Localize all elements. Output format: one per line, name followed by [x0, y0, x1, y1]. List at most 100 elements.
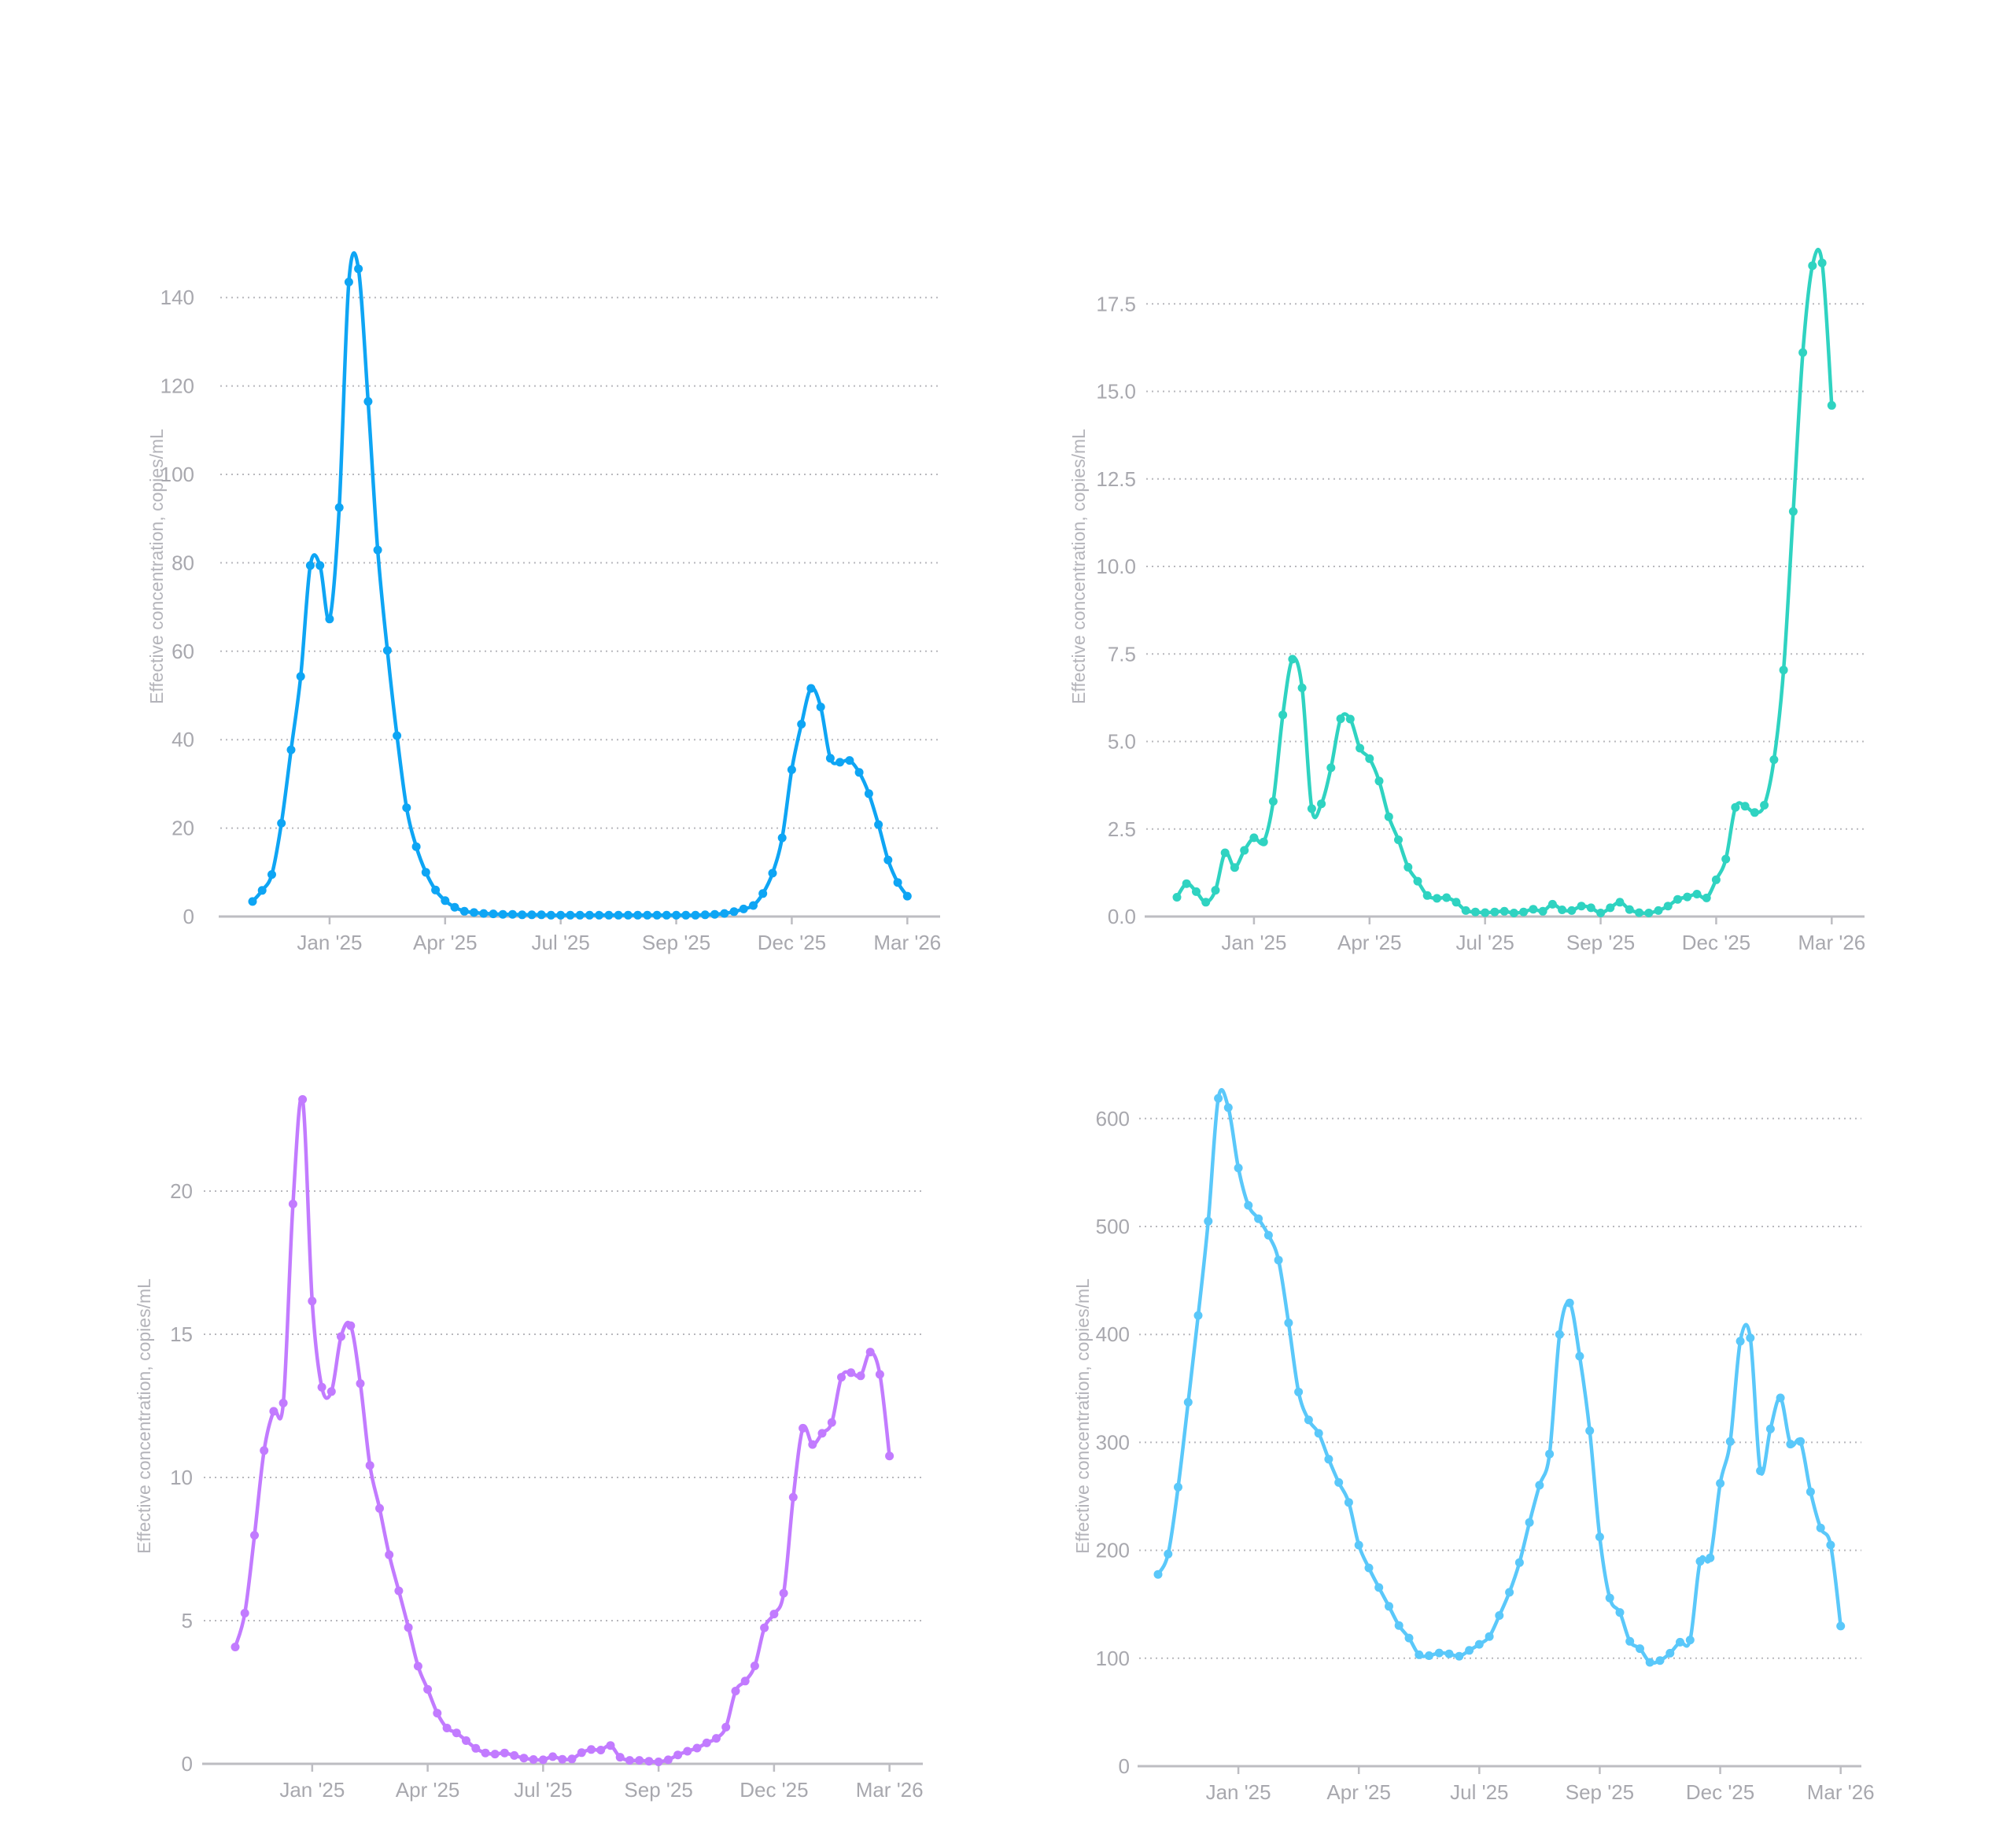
data-point[interactable]: [1354, 1540, 1363, 1550]
data-point[interactable]: [1404, 1633, 1414, 1643]
data-point[interactable]: [1796, 1437, 1806, 1446]
data-point[interactable]: [893, 878, 902, 887]
data-point[interactable]: [1683, 892, 1692, 902]
data-point[interactable]: [1558, 906, 1567, 914]
data-point[interactable]: [356, 1379, 365, 1389]
data-point[interactable]: [305, 561, 315, 570]
data-point[interactable]: [431, 885, 441, 894]
data-point[interactable]: [257, 886, 267, 895]
data-point[interactable]: [1746, 1333, 1755, 1343]
data-point[interactable]: [585, 910, 594, 920]
data-point[interactable]: [1769, 755, 1779, 765]
data-point[interactable]: [652, 910, 662, 920]
data-point[interactable]: [1567, 906, 1577, 915]
data-point[interactable]: [1836, 1621, 1846, 1631]
data-point[interactable]: [317, 1382, 326, 1392]
data-point[interactable]: [1274, 1256, 1283, 1265]
data-point[interactable]: [1827, 400, 1836, 410]
data-point[interactable]: [538, 1755, 548, 1765]
data-point[interactable]: [644, 1757, 654, 1766]
data-point[interactable]: [595, 910, 604, 920]
data-point[interactable]: [1625, 1636, 1635, 1646]
data-point[interactable]: [1519, 907, 1529, 917]
data-point[interactable]: [1259, 837, 1268, 847]
data-point[interactable]: [481, 1748, 490, 1758]
data-point[interactable]: [1415, 1650, 1424, 1659]
data-point[interactable]: [1615, 898, 1625, 907]
data-point[interactable]: [433, 1709, 442, 1718]
data-point[interactable]: [1356, 743, 1365, 753]
data-point[interactable]: [490, 1750, 500, 1759]
data-point[interactable]: [1220, 848, 1230, 858]
data-point[interactable]: [1676, 1637, 1684, 1647]
data-point[interactable]: [1182, 879, 1191, 888]
data-point[interactable]: [1776, 1393, 1785, 1403]
data-point[interactable]: [1249, 833, 1259, 843]
data-point[interactable]: [1394, 835, 1403, 844]
data-point[interactable]: [769, 1610, 779, 1619]
data-point[interactable]: [643, 910, 652, 920]
data-point[interactable]: [1326, 763, 1336, 773]
data-point[interactable]: [777, 833, 787, 843]
data-point[interactable]: [402, 803, 411, 813]
data-point[interactable]: [1545, 1449, 1555, 1459]
data-point[interactable]: [1685, 1636, 1695, 1645]
data-point[interactable]: [615, 1753, 625, 1762]
data-point[interactable]: [683, 1747, 692, 1756]
data-point[interactable]: [817, 1429, 827, 1438]
data-point[interactable]: [847, 1368, 856, 1378]
data-point[interactable]: [1636, 1644, 1644, 1654]
data-point[interactable]: [750, 1662, 759, 1670]
data-point[interactable]: [556, 910, 566, 920]
data-point[interactable]: [558, 1754, 567, 1764]
data-point[interactable]: [1605, 1593, 1614, 1603]
data-point[interactable]: [334, 503, 344, 512]
data-point[interactable]: [1451, 898, 1461, 907]
data-point[interactable]: [288, 1199, 297, 1208]
data-point[interactable]: [1442, 893, 1451, 902]
data-point[interactable]: [1756, 1466, 1765, 1476]
data-point[interactable]: [240, 1609, 249, 1617]
data-point[interactable]: [1334, 1477, 1344, 1487]
data-point[interactable]: [587, 1745, 596, 1754]
data-point[interactable]: [1514, 1558, 1524, 1567]
data-point[interactable]: [1174, 1482, 1182, 1492]
data-point[interactable]: [1547, 899, 1557, 909]
data-point[interactable]: [1314, 1429, 1323, 1438]
data-point[interactable]: [788, 1492, 798, 1502]
data-point[interactable]: [1740, 802, 1750, 811]
data-point[interactable]: [845, 756, 854, 765]
data-point[interactable]: [712, 1734, 721, 1743]
data-point[interactable]: [700, 910, 710, 920]
data-point[interactable]: [286, 745, 296, 754]
data-point[interactable]: [825, 754, 835, 763]
data-point[interactable]: [837, 1373, 846, 1382]
data-point[interactable]: [375, 1503, 384, 1513]
data-point[interactable]: [1172, 893, 1182, 902]
data-point[interactable]: [277, 818, 286, 828]
data-point[interactable]: [1374, 1583, 1384, 1592]
data-point[interactable]: [787, 765, 796, 774]
data-point[interactable]: [421, 868, 430, 877]
data-point[interactable]: [519, 1754, 529, 1763]
data-point[interactable]: [856, 1371, 865, 1381]
data-point[interactable]: [308, 1297, 317, 1306]
data-point[interactable]: [731, 1687, 740, 1695]
data-point[interactable]: [1692, 890, 1702, 898]
data-point[interactable]: [1336, 714, 1345, 724]
data-point[interactable]: [1230, 863, 1239, 872]
data-point[interactable]: [1425, 1651, 1433, 1660]
data-point[interactable]: [1413, 876, 1422, 886]
data-point[interactable]: [471, 1743, 481, 1753]
data-point[interactable]: [1444, 1649, 1454, 1658]
data-point[interactable]: [373, 545, 382, 555]
data-point[interactable]: [382, 646, 392, 655]
data-point[interactable]: [1223, 1103, 1233, 1112]
data-point[interactable]: [1786, 1440, 1795, 1449]
data-point[interactable]: [1779, 666, 1788, 675]
data-point[interactable]: [1470, 907, 1480, 917]
data-point[interactable]: [1485, 1632, 1494, 1641]
data-point[interactable]: [1505, 1588, 1514, 1597]
data-point[interactable]: [1404, 862, 1413, 872]
data-point[interactable]: [385, 1550, 394, 1559]
